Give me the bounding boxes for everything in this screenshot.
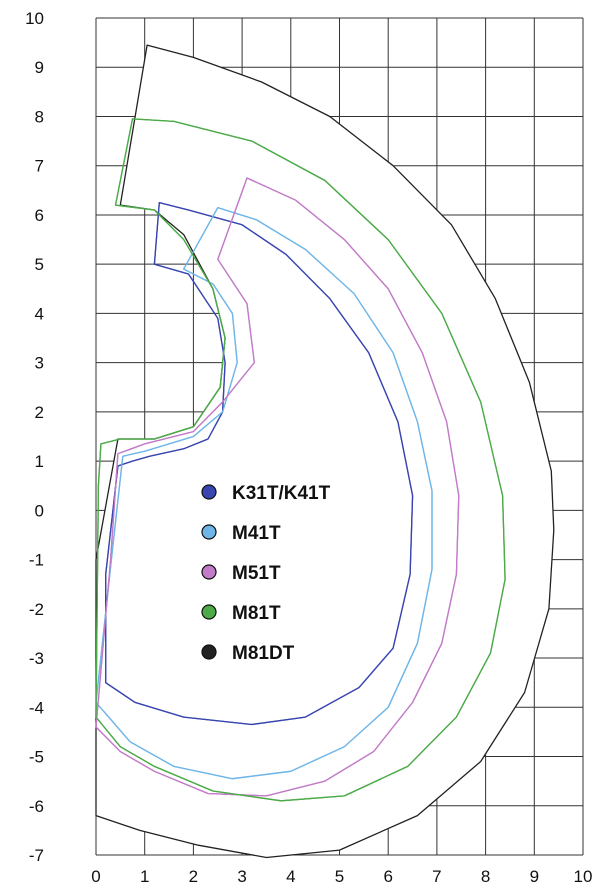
legend-label: M81DT [232,643,295,664]
x-tick-label: 8 [481,867,490,886]
x-tick-label: 3 [237,867,246,886]
y-tick-label: -1 [29,551,44,570]
legend-marker [201,604,217,620]
legend-label: M81T [232,603,281,624]
legend-item-k31t-k41t: K31T/K41T [201,483,331,504]
y-tick-label: -3 [29,649,44,668]
legend-marker [201,484,217,500]
x-tick-label: 5 [335,867,344,886]
legend-item-m81t: M81T [201,603,281,624]
y-tick-label: 5 [35,255,44,274]
legend-label: M51T [232,563,281,584]
legend-item-m41t: M41T [201,523,281,544]
y-tick-label: 3 [35,354,44,373]
legend-marker [201,524,217,540]
legend-label: K31T/K41T [232,483,331,504]
y-tick-label: -7 [29,846,44,865]
series-line-m41t [95,206,433,780]
y-tick-label: 2 [35,403,44,422]
y-tick-label: 0 [35,501,44,520]
legend: K31T/K41T M41T M51T M81T M81DT [201,483,331,664]
y-tick-label: 10 [25,9,44,28]
x-tick-label: 2 [189,867,198,886]
y-tick-label: -4 [29,698,44,717]
y-tick-label: 4 [35,304,44,323]
legend-marker [201,644,217,660]
legend-item-m81dt: M81DT [201,643,295,664]
legend-label: M41T [232,523,281,544]
legend-marker [201,564,217,580]
y-tick-label: 6 [35,206,44,225]
y-tick-label: 8 [35,107,44,126]
x-tick-label: 10 [574,867,593,886]
y-tick-label: 7 [35,157,44,176]
series-line-k31t-k41t [105,201,414,726]
x-tick-label: 4 [286,867,295,886]
x-tick-label: 9 [530,867,539,886]
y-tick-label: -5 [29,748,44,767]
series-line-m51t [95,177,460,797]
series-line-m81t [95,118,506,802]
x-tick-label: 0 [91,867,100,886]
y-tick-label: -2 [29,600,44,619]
x-tick-label: 1 [140,867,149,886]
legend-item-m51t: M51T [201,563,281,584]
y-tick-label: 9 [35,58,44,77]
y-tick-label: 1 [35,452,44,471]
x-tick-label: 6 [383,867,392,886]
x-tick-label: 7 [432,867,441,886]
y-tick-label: -6 [29,797,44,816]
